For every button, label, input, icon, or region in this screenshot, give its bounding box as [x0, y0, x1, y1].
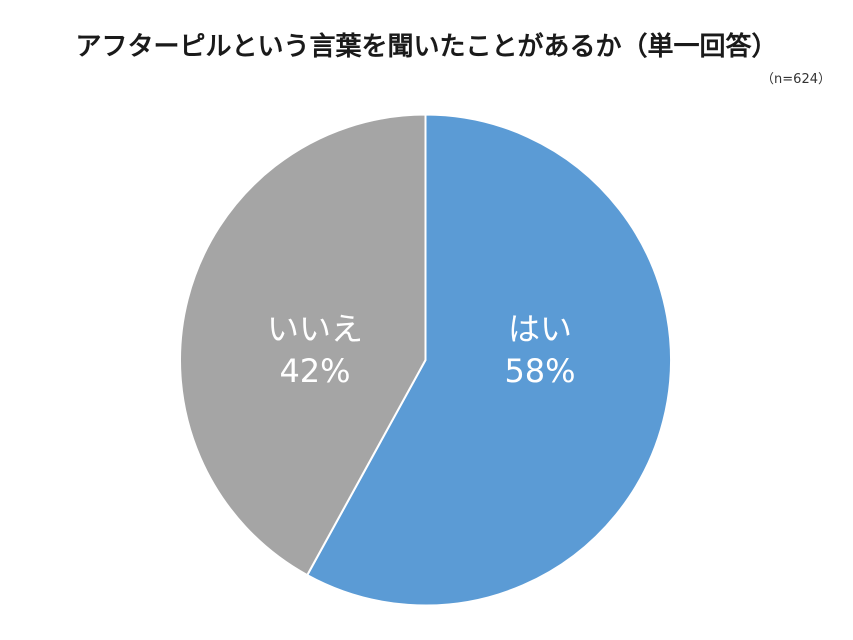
- sample-size-note: （n=624）: [761, 72, 831, 87]
- pie-slice-yes: [305, 113, 672, 607]
- slice-label-yes-value: 58%: [504, 352, 576, 390]
- slice-label-no-value: 42%: [279, 352, 351, 390]
- slice-label-no-name: いいえ: [266, 310, 363, 348]
- chart-title: アフターピルという言葉を聞いたことがあるか（単一回答）: [75, 32, 778, 62]
- slice-label-yes: はい 58%: [470, 308, 610, 392]
- pie-slice-no: [179, 113, 427, 577]
- slice-label-no: いいえ 42%: [245, 308, 385, 392]
- slice-label-yes-name: はい: [507, 310, 572, 348]
